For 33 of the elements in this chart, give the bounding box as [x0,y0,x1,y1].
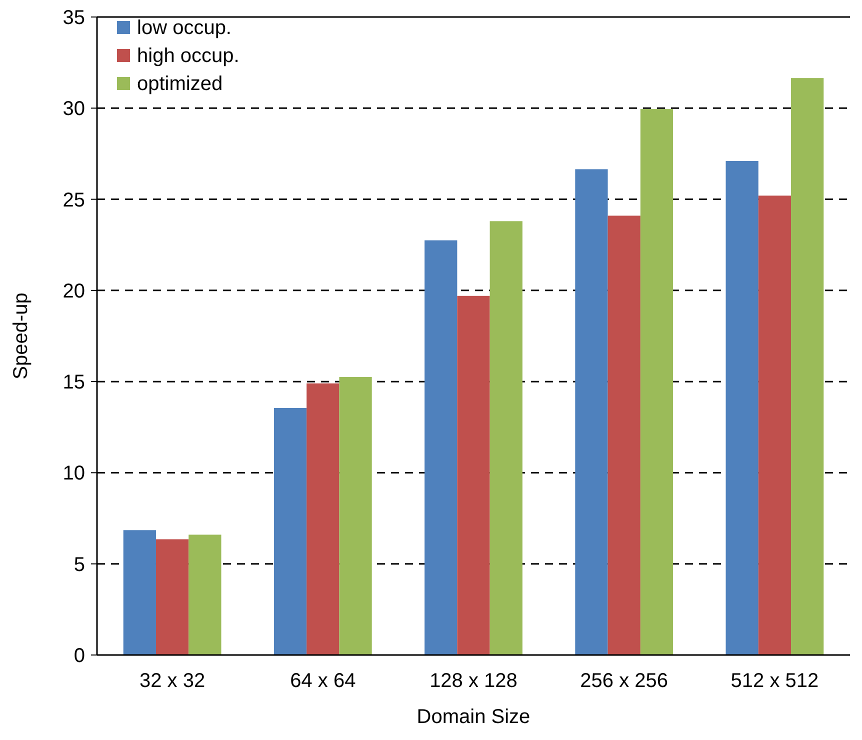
y-tick-label: 30 [62,98,85,120]
bar [640,109,674,655]
y-tick-label: 5 [74,554,85,576]
x-axis-title: Domain Size [416,706,530,728]
bar [490,221,522,655]
legend-label: low occup. [137,17,232,39]
y-axis-title: Speed-up [10,292,32,380]
x-tick-label: 64 x 64 [290,670,356,692]
legend-label: high occup. [137,45,240,67]
y-tick-label: 20 [62,280,85,302]
y-tick-label: 25 [62,189,85,212]
bar [791,78,824,655]
x-tick-label: 512 x 512 [730,670,819,692]
legend-label: optimized [137,73,223,95]
bar [156,539,189,655]
x-tick-label: 128 x 128 [430,670,518,692]
x-tick-label: 256 x 256 [580,670,668,692]
bar [339,377,372,655]
bar [123,530,156,655]
bar [424,240,458,655]
bar [726,161,758,655]
bar [188,534,222,655]
bar [758,196,792,655]
bar [457,296,490,655]
y-tick-label: 15 [62,372,85,394]
bar [608,216,640,655]
bar [306,383,340,655]
x-tick-label: 32 x 32 [139,670,206,692]
bar [274,408,307,655]
y-tick-label: 0 [74,645,85,667]
y-tick-label: 35 [62,7,85,29]
bar [575,169,608,655]
y-tick-label: 10 [62,462,85,485]
